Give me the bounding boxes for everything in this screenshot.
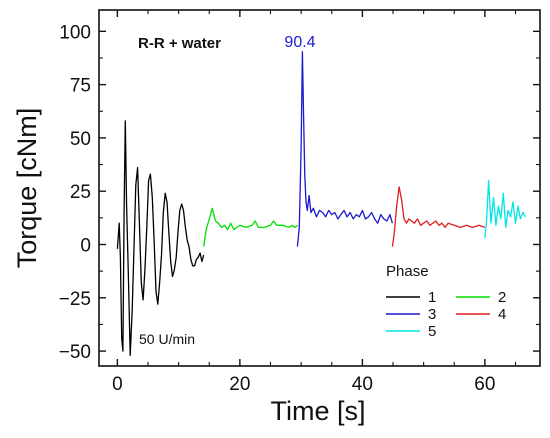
plot-frame <box>98 9 541 367</box>
y-tick-label: 75 <box>70 76 91 97</box>
legend-label-4: 4 <box>498 306 506 323</box>
y-tick-label: −25 <box>59 289 91 310</box>
legend-label-2: 2 <box>498 289 506 306</box>
series-group <box>116 51 526 356</box>
peak-value-label: 90.4 <box>284 34 315 51</box>
y-tick-label: −50 <box>59 342 91 363</box>
sample-label: R-R + water <box>138 35 221 52</box>
y-tick-label: 0 <box>80 235 91 256</box>
y-axis-title: Torque [cNm] <box>12 108 42 269</box>
series-3-line <box>296 51 394 247</box>
y-tick-label: 25 <box>70 182 91 203</box>
x-tick-label: 40 <box>352 374 373 395</box>
legend-title: Phase <box>386 263 429 280</box>
legend-label-1: 1 <box>428 289 436 306</box>
y-tick-label: 100 <box>59 22 91 43</box>
x-axis-title: Time [s] <box>270 396 365 426</box>
x-tick-label: 60 <box>474 374 495 395</box>
x-tick-label: 0 <box>112 374 123 395</box>
x-tick-label: 20 <box>229 374 250 395</box>
series-2-line <box>203 207 298 247</box>
legend: Phase 1 2 3 4 5 <box>386 263 506 340</box>
y-tick-label: 50 <box>70 129 91 150</box>
legend-label-3: 3 <box>428 306 436 323</box>
series-1-line <box>116 120 205 356</box>
speed-label: 50 U/min <box>139 331 195 347</box>
series-5-line <box>484 179 526 239</box>
legend-label-5: 5 <box>428 323 436 340</box>
series-4-line <box>391 186 486 247</box>
